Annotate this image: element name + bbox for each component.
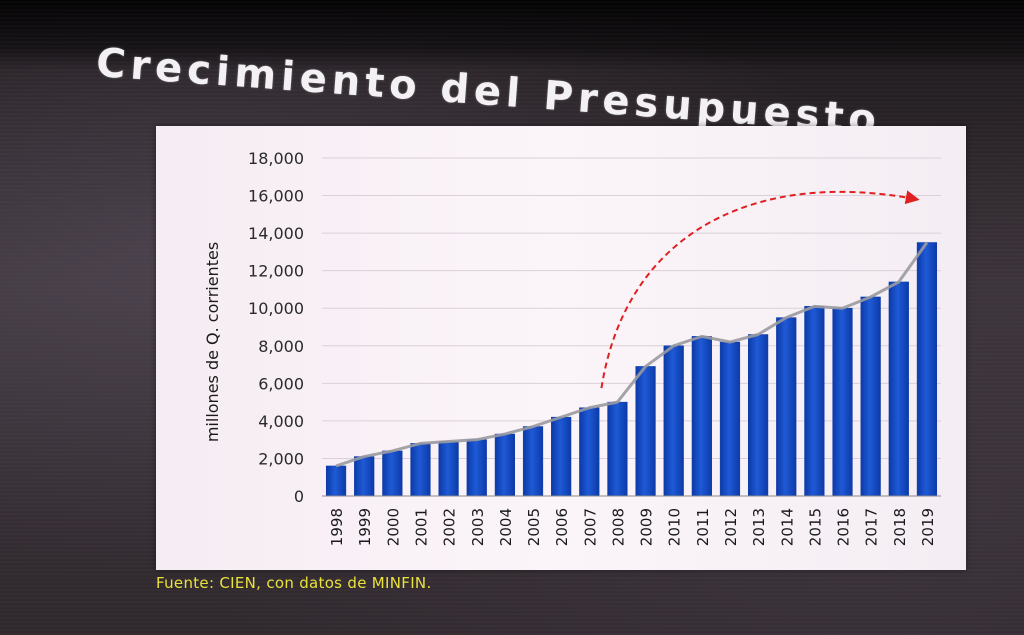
bar-2012 — [719, 341, 741, 497]
y-tick-label: 18,000 — [248, 149, 304, 168]
bar-2011 — [691, 336, 712, 497]
x-tick-label: 2018 — [891, 508, 909, 546]
bar-2017 — [860, 296, 881, 497]
y-tick-label: 8,000 — [258, 337, 304, 356]
x-tick-label: 2013 — [750, 508, 768, 546]
bar-2008 — [607, 401, 628, 497]
x-tick-label: 2012 — [722, 508, 740, 546]
bar-1998 — [325, 465, 347, 497]
x-tick-label: 2009 — [638, 508, 656, 546]
x-tick-label: 2005 — [525, 508, 543, 546]
y-tick-label: 14,000 — [248, 224, 304, 243]
x-tick-label: 2015 — [806, 508, 824, 546]
y-tick-label: 0 — [294, 487, 304, 506]
bar-2006 — [551, 416, 572, 497]
bar-2003 — [466, 439, 487, 497]
bar-2013 — [748, 334, 769, 497]
bar-2004 — [494, 433, 515, 497]
x-tick-label: 2006 — [553, 508, 571, 546]
y-tick-label: 12,000 — [248, 262, 304, 281]
bar-2007 — [579, 407, 600, 497]
chart-panel: 0 2,000 4,000 6,000 8,000 10,000 12,000 14,000 1… — [156, 126, 966, 570]
x-tick-label: 2019 — [919, 508, 937, 546]
x-tick-label: 2010 — [666, 508, 684, 546]
x-tick-label: 2004 — [497, 508, 515, 546]
bar-2014 — [776, 317, 797, 497]
x-tick-label: 1999 — [356, 508, 374, 546]
growth-arrow — [600, 190, 920, 389]
y-tick-label: 16,000 — [248, 187, 304, 206]
x-tick-label: 2007 — [581, 508, 599, 546]
bar-2010 — [663, 345, 684, 497]
x-tick-label: 2014 — [778, 508, 796, 546]
y-tick-label: 2,000 — [258, 449, 304, 468]
bar-2018 — [888, 281, 909, 497]
bar-2002 — [438, 441, 459, 497]
source-note: Fuente: CIEN, con datos de MINFIN. — [156, 574, 432, 592]
bar-2015 — [804, 306, 825, 497]
x-tick-label: 2001 — [412, 508, 430, 546]
bar-1999 — [354, 456, 375, 497]
x-tick-label: 2008 — [609, 508, 627, 546]
x-tick-label: 2016 — [835, 508, 853, 546]
x-tick-label: 2000 — [384, 508, 402, 546]
x-tick-label: 2011 — [694, 508, 712, 546]
x-tick-label: 1998 — [328, 508, 346, 546]
bar-2019 — [916, 242, 938, 497]
y-tick-label: 6,000 — [258, 374, 304, 393]
x-tick-label: 2017 — [863, 508, 881, 546]
trend-line — [335, 241, 929, 468]
x-tick-label: 2003 — [469, 508, 487, 546]
bar-2016 — [832, 307, 853, 497]
bar-2005 — [522, 426, 544, 497]
top-shadow — [0, 0, 1024, 70]
y-tick-label: 10,000 — [248, 299, 304, 318]
y-axis-label: millones de Q. corrientes — [203, 242, 222, 442]
y-tick-label: 4,000 — [258, 412, 304, 431]
bar-2009 — [635, 366, 656, 497]
x-tick-label: 2002 — [441, 508, 459, 546]
budget-bar-chart: 0 2,000 4,000 6,000 8,000 10,000 12,000 14,000 1… — [203, 149, 941, 546]
bar-2000 — [382, 450, 403, 497]
bar-2001 — [410, 443, 431, 497]
